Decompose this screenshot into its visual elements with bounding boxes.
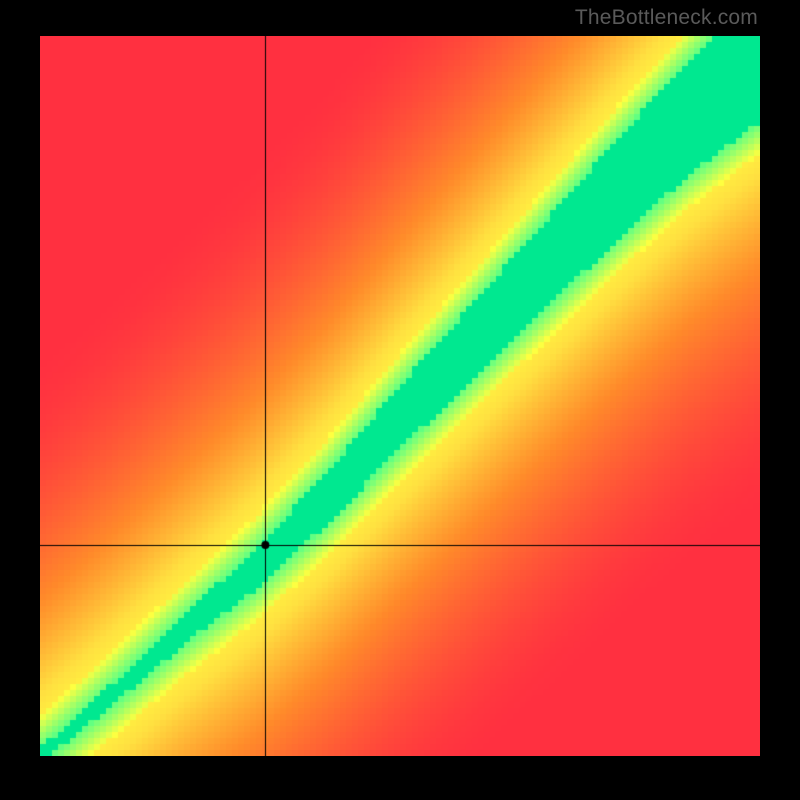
heatmap-plot xyxy=(40,36,760,756)
heatmap-canvas xyxy=(40,36,760,756)
page-frame: TheBottleneck.com xyxy=(0,0,800,800)
watermark-text: TheBottleneck.com xyxy=(575,6,758,30)
